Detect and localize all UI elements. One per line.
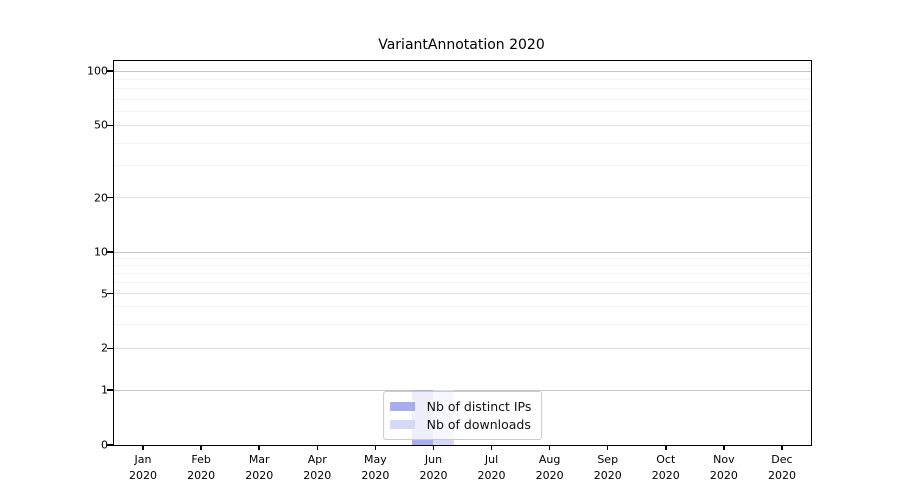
- y-tick: [106, 251, 113, 253]
- x-tick-label: Jan 2020: [129, 453, 158, 482]
- y-tick-label: 20: [94, 191, 108, 204]
- plot-area: Nb of distinct IPs Nb of downloads 100 50…: [87, 60, 812, 482]
- minor-gridline: [114, 282, 811, 284]
- minor-gridline: [114, 142, 811, 144]
- legend-swatch-downloads: [389, 419, 415, 429]
- gridline: [114, 197, 811, 198]
- x-tick-label: Feb 2020: [187, 453, 216, 482]
- x-tick-label: Jul 2020: [477, 453, 506, 482]
- y-tick: [106, 347, 113, 350]
- minor-gridline: [114, 110, 811, 112]
- y-tick: [106, 389, 113, 391]
- minor-gridline: [114, 264, 811, 266]
- x-tick: [490, 445, 493, 450]
- x-tick-label: Dec 2020: [767, 453, 796, 482]
- x-tick-label: Jun 2020: [419, 453, 448, 482]
- x-tick-label: Oct 2020: [651, 453, 680, 482]
- minor-gridline: [114, 323, 811, 325]
- x-tick-label: May 2020: [361, 453, 390, 482]
- x-tick: [432, 445, 435, 450]
- legend-item-downloads: Nb of downloads: [389, 416, 532, 432]
- gridline: [114, 124, 811, 126]
- y-tick-label: 50: [94, 118, 108, 132]
- legend-swatch-distinct-ips: [389, 402, 415, 411]
- gridline: [114, 251, 811, 253]
- gridline: [114, 389, 811, 391]
- x-tick: [723, 445, 725, 450]
- legend-label-downloads: Nb of downloads: [426, 416, 531, 432]
- y-tick-label: 1: [101, 383, 108, 397]
- y-tick-label: 2: [101, 341, 108, 355]
- y-tick: [106, 444, 113, 446]
- x-tick-label: Mar 2020: [245, 453, 274, 482]
- minor-gridline: [114, 257, 811, 259]
- gridline: [114, 293, 811, 295]
- y-tick: [106, 70, 113, 72]
- x-tick: [316, 445, 319, 450]
- x-tick: [258, 445, 260, 450]
- minor-gridline: [114, 88, 811, 90]
- x-tick: [374, 445, 377, 450]
- gridline: [114, 347, 811, 349]
- x-tick: [142, 445, 144, 450]
- y-tick-label: 100: [87, 64, 108, 78]
- minor-gridline: [114, 98, 811, 100]
- x-tick: [200, 445, 202, 450]
- legend-label-distinct-ips: Nb of distinct IPs: [426, 399, 532, 414]
- x-tick: [665, 445, 667, 450]
- x-tick-label: Sep 2020: [593, 453, 622, 482]
- gridline: [114, 70, 811, 72]
- x-tick-label: Nov 2020: [709, 453, 738, 482]
- minor-gridline: [114, 306, 811, 308]
- minor-gridline: [114, 165, 811, 167]
- x-tick: [606, 445, 609, 450]
- legend: Nb of distinct IPs Nb of downloads: [382, 390, 543, 440]
- y-tick: [106, 124, 113, 127]
- minor-gridline: [114, 272, 811, 274]
- y-tick-label: 10: [94, 245, 108, 259]
- chart-title: VariantAnnotation 2020: [378, 37, 545, 53]
- x-tick-label: Aug 2020: [535, 453, 564, 482]
- y-tick-label: 0: [101, 438, 108, 452]
- legend-item-distinct-ips: Nb of distinct IPs: [389, 399, 532, 414]
- x-tick: [781, 445, 783, 450]
- y-tick: [106, 292, 113, 295]
- x-tick-label: Apr 2020: [303, 453, 332, 482]
- y-tick-label: 5: [101, 287, 108, 301]
- x-tick: [548, 445, 551, 450]
- minor-gridline: [114, 78, 811, 80]
- y-tick: [106, 196, 113, 199]
